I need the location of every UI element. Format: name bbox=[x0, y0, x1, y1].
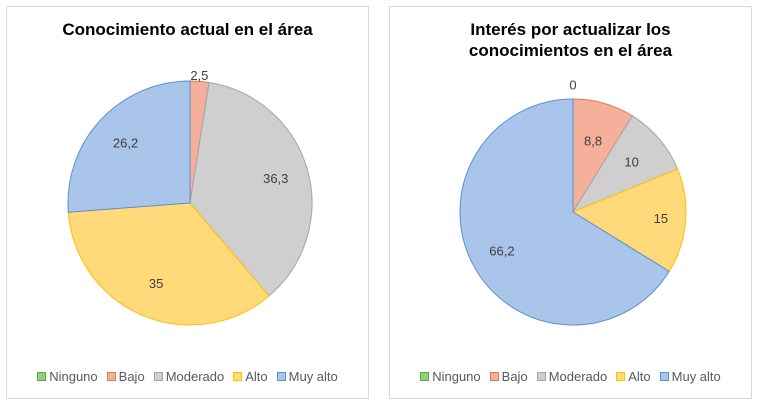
pie-chart-interes: 0 8,8 10 15 66,2 bbox=[459, 78, 687, 326]
chart-legend: Ninguno Bajo Moderado Alto Muy alto bbox=[390, 369, 751, 384]
legend-item-alto: Alto bbox=[233, 369, 268, 384]
legend-item-alto: Alto bbox=[616, 369, 651, 384]
legend-label: Ninguno bbox=[432, 369, 481, 384]
legend-label: Ninguno bbox=[49, 369, 98, 384]
legend-item-moderado: Moderado bbox=[153, 369, 225, 384]
data-label-bajo: 8,8 bbox=[584, 133, 602, 148]
data-label-moderado: 36,3 bbox=[263, 171, 288, 186]
chart-panel-conocimiento: Conocimiento actual en el área 2,5 36,3 35… bbox=[6, 6, 369, 399]
legend-label: Alto bbox=[245, 369, 268, 384]
pie-slice-moderado bbox=[571, 115, 679, 214]
chart-legend: Ninguno Bajo Moderado Alto Muy alto bbox=[7, 369, 368, 384]
legend-swatch bbox=[233, 372, 243, 381]
legend-swatch bbox=[276, 372, 286, 381]
legend-label: Bajo bbox=[118, 369, 145, 384]
data-label-moderado: 10 bbox=[624, 154, 638, 169]
data-label-alto: 35 bbox=[149, 276, 163, 291]
pie-slice-muy-alto bbox=[67, 80, 191, 213]
legend-item-muy-alto: Muy alto bbox=[659, 369, 721, 384]
pie-slice-muy-alto bbox=[459, 98, 670, 326]
legend-label: Bajo bbox=[501, 369, 528, 384]
legend-label: Muy alto bbox=[288, 369, 338, 384]
legend-label: Moderado bbox=[165, 369, 225, 384]
legend-swatch bbox=[536, 372, 546, 381]
data-label-alto: 15 bbox=[654, 211, 668, 226]
legend-item-bajo: Bajo bbox=[489, 369, 528, 384]
legend-item-bajo: Bajo bbox=[106, 369, 145, 384]
data-label-ninguno: 0 bbox=[569, 78, 576, 93]
data-label-muy-alto: 66,2 bbox=[489, 244, 514, 259]
legend-item-ninguno: Ninguno bbox=[37, 369, 98, 384]
legend-label: Alto bbox=[628, 369, 651, 384]
legend-label: Muy alto bbox=[671, 369, 721, 384]
data-label-muy-alto: 26,2 bbox=[113, 135, 138, 150]
legend-item-ninguno: Ninguno bbox=[420, 369, 481, 384]
legend-swatch bbox=[420, 372, 430, 381]
legend-swatch bbox=[489, 372, 499, 381]
legend-label: Moderado bbox=[548, 369, 608, 384]
legend-swatch bbox=[37, 372, 47, 381]
pie-slice-moderado bbox=[189, 81, 313, 297]
data-label-bajo: 2,5 bbox=[190, 68, 208, 83]
pie-slice-alto bbox=[67, 202, 270, 326]
legend-swatch bbox=[153, 372, 163, 381]
legend-item-muy-alto: Muy alto bbox=[276, 369, 338, 384]
chart-title: Conocimiento actual en el área bbox=[62, 20, 313, 39]
legend-swatch bbox=[659, 372, 669, 381]
legend-swatch bbox=[616, 372, 626, 381]
legend-swatch bbox=[106, 372, 116, 381]
legend-item-moderado: Moderado bbox=[536, 369, 608, 384]
pie-slice-alto bbox=[571, 168, 687, 273]
chart-panel-interes: Interés por actualizar los conocimientos… bbox=[389, 6, 752, 399]
chart-title: Interés por actualizar los conocimientos… bbox=[468, 20, 673, 60]
pie-chart-conocimiento: 2,5 36,3 35 26,2 bbox=[67, 68, 313, 326]
